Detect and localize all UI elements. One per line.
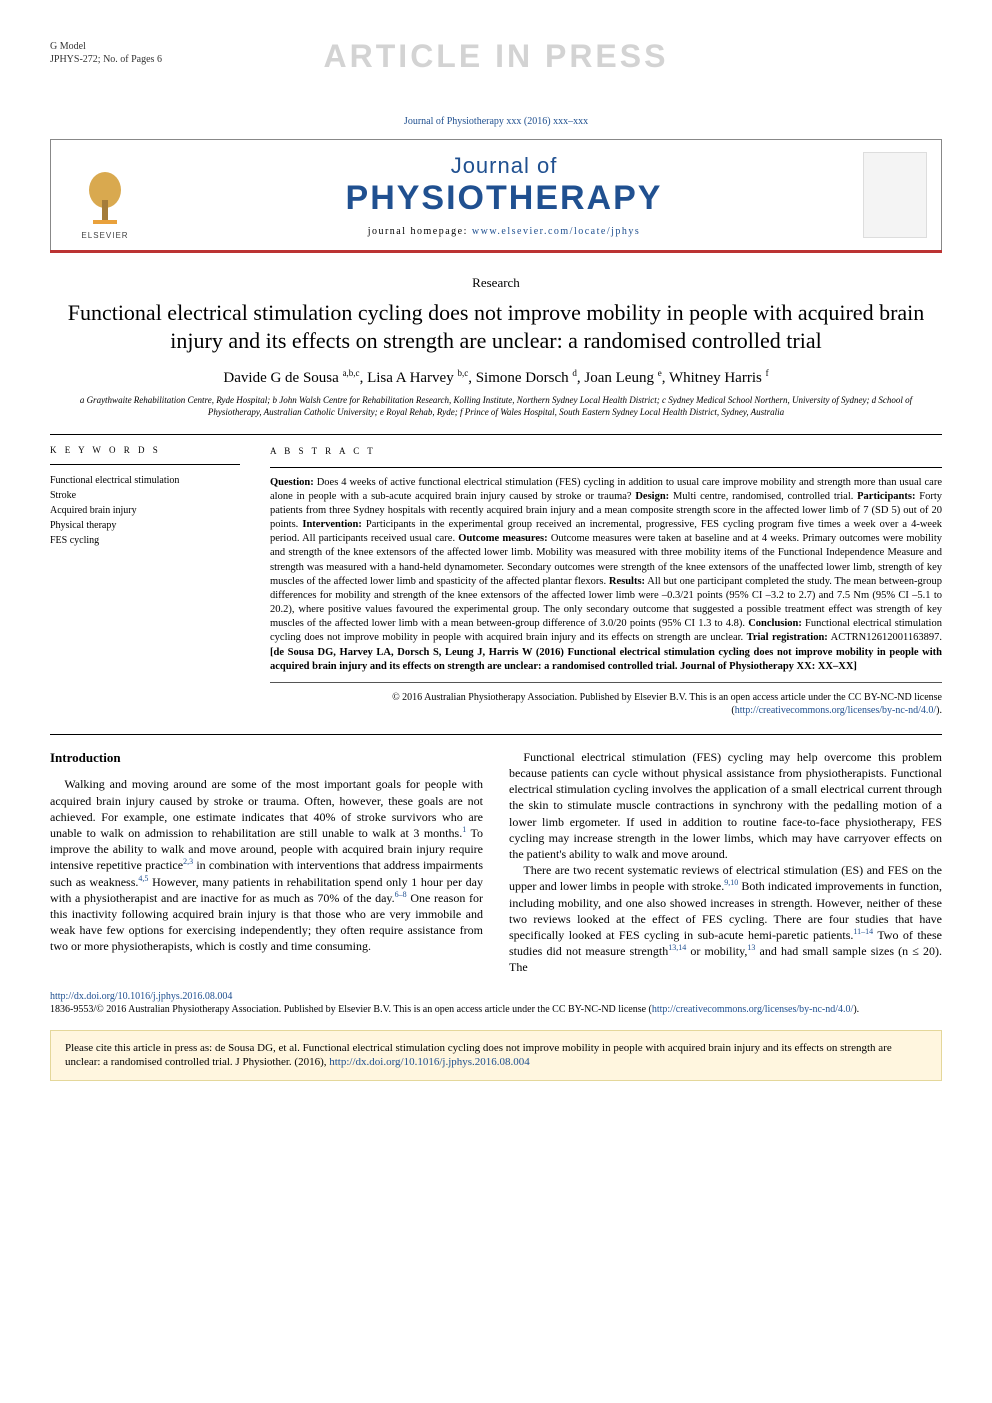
masthead-small: Journal of: [145, 153, 863, 179]
keyword-item: Acquired brain injury: [50, 503, 240, 518]
homepage-prefix: journal homepage:: [368, 226, 472, 237]
ref-13-14[interactable]: 13,14: [668, 943, 686, 952]
footer: http://dx.doi.org/10.1016/j.jphys.2016.0…: [50, 990, 942, 1016]
elsevier-tree-icon: [83, 170, 127, 228]
ref-4-5[interactable]: 4,5: [138, 874, 148, 883]
copyright-text: © 2016 Australian Physiotherapy Associat…: [270, 691, 942, 718]
ref-9-10[interactable]: 9,10: [724, 878, 738, 887]
copyright-close: ).: [936, 705, 942, 716]
ref-2-3[interactable]: 2,3: [183, 857, 193, 866]
intro-p3: There are two recent systematic reviews …: [509, 862, 942, 975]
footer-cc-link[interactable]: http://creativecommons.org/licenses/by-n…: [652, 1004, 853, 1015]
keyword-item: Functional electrical stimulation: [50, 473, 240, 488]
cite-box: Please cite this article in press as: de…: [50, 1030, 942, 1082]
elsevier-logo: ELSEVIER: [65, 150, 145, 240]
keywords-list: Functional electrical stimulationStrokeA…: [50, 473, 240, 548]
article-in-press-watermark: ARTICLE IN PRESS: [324, 38, 669, 75]
section-label: Research: [50, 275, 942, 291]
footer-close: ).: [853, 1004, 859, 1015]
ref-11-14[interactable]: 11–14: [853, 927, 873, 936]
rule-bottom: [50, 734, 942, 735]
abstract-text: Question: Does 4 weeks of active functio…: [270, 477, 942, 672]
journal-homepage: journal homepage: www.elsevier.com/locat…: [145, 226, 863, 237]
abstract-heading: A B S T R A C T: [270, 445, 942, 457]
elsevier-label: ELSEVIER: [81, 231, 128, 240]
cite-url[interactable]: http://dx.doi.org/10.1016/j.jphys.2016.0…: [329, 1056, 530, 1068]
journal-cover-thumb: [863, 152, 927, 238]
affiliations: a Graythwaite Rehabilitation Centre, Ryd…: [50, 395, 942, 418]
journal-masthead: ELSEVIER Journal of PHYSIOTHERAPY journa…: [50, 139, 942, 251]
keywords-heading: K E Y W O R D S: [50, 445, 240, 455]
journal-citation-small: Journal of Physiotherapy xxx (2016) xxx–…: [50, 116, 942, 127]
keywords-box: Functional electrical stimulationStrokeA…: [50, 464, 240, 548]
doi-link[interactable]: http://dx.doi.org/10.1016/j.jphys.2016.0…: [50, 991, 232, 1002]
keyword-item: FES cycling: [50, 533, 240, 548]
rule-top: [50, 434, 942, 435]
accent-bar: [50, 250, 942, 253]
abstract-rule: [270, 682, 942, 683]
homepage-link[interactable]: www.elsevier.com/locate/jphys: [472, 226, 640, 237]
body-columns: Introduction Walking and moving around a…: [50, 749, 942, 976]
cc-link[interactable]: http://creativecommons.org/licenses/by-n…: [735, 705, 936, 716]
intro-heading: Introduction: [50, 749, 483, 767]
article-title: Functional electrical stimulation cyclin…: [50, 299, 942, 354]
masthead-big: PHYSIOTHERAPY: [145, 179, 863, 218]
abstract-box: Question: Does 4 weeks of active functio…: [270, 467, 942, 718]
keyword-item: Stroke: [50, 488, 240, 503]
ref-6-8[interactable]: 6–8: [395, 890, 407, 899]
author-list: Davide G de Sousa a,b,c, Lisa A Harvey b…: [50, 368, 942, 387]
intro-p2: Functional electrical stimulation (FES) …: [509, 749, 942, 862]
footer-copyright: 1836-9553/© 2016 Australian Physiotherap…: [50, 1004, 652, 1015]
keyword-item: Physical therapy: [50, 518, 240, 533]
intro-p1: Walking and moving around are some of th…: [50, 776, 483, 954]
